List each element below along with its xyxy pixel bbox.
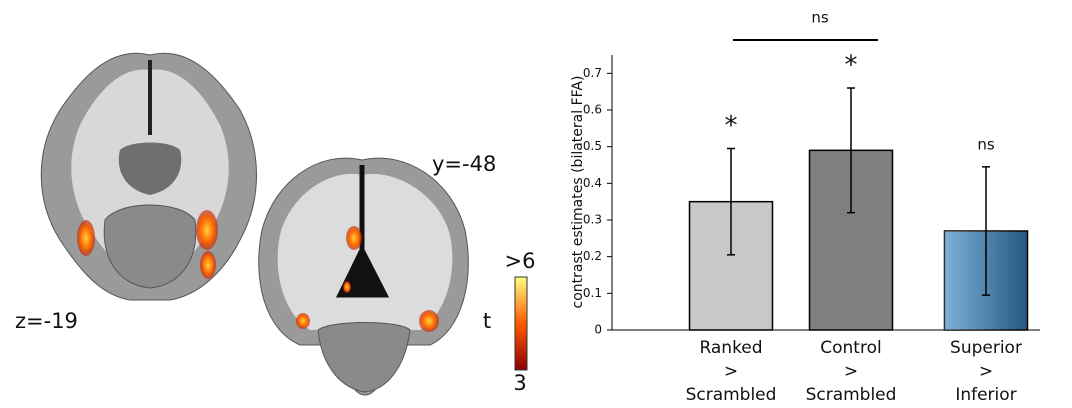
colorbar-min: 3	[513, 371, 526, 395]
figure: z=-19 y=-48 >6 3 t contrast estimates (b…	[0, 0, 1072, 408]
x-tick-label: Scrambled	[806, 385, 897, 405]
axial-label: z=-19	[15, 309, 78, 333]
y-tick-label: 0.7	[583, 66, 602, 80]
x-tick-label: Control	[820, 338, 881, 358]
y-tick-label: 0	[594, 323, 602, 337]
colorbar-max: >6	[505, 249, 536, 273]
x-tick-label: >	[844, 362, 858, 382]
y-tick-label: 0.5	[583, 139, 602, 153]
y-tick-label: 0.4	[583, 176, 602, 190]
colorbar-title: t	[483, 309, 491, 333]
y-tick-label: 0.1	[583, 286, 602, 300]
coronal-brain-image	[259, 158, 469, 395]
coronal-label: y=-48	[432, 152, 496, 176]
x-tick-label: >	[979, 362, 993, 382]
x-tick-label: Inferior	[955, 385, 1016, 405]
significance-label: ns	[977, 135, 995, 153]
comparison-label: ns	[811, 9, 829, 27]
axial-brain-image	[41, 53, 256, 300]
x-tick-label: Scrambled	[686, 385, 777, 405]
y-tick-label: 0.6	[583, 103, 602, 117]
significance-label: *	[845, 51, 858, 81]
significance-label: *	[725, 111, 738, 141]
x-tick-label: >	[724, 362, 738, 382]
x-tick-label: Superior	[950, 338, 1022, 358]
x-tick-label: Ranked	[699, 338, 762, 358]
colorbar	[515, 277, 527, 370]
y-tick-label: 0.3	[583, 213, 602, 227]
y-tick-label: 0.2	[583, 249, 602, 263]
